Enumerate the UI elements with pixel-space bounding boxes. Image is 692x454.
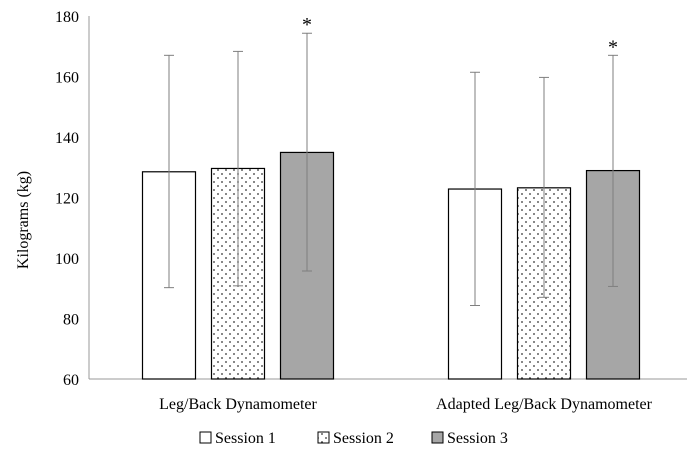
x-category-label: Adapted Leg/Back Dynamometer — [436, 396, 653, 413]
x-category-label: Leg/Back Dynamometer — [159, 396, 317, 413]
legend-item: Session 2 — [317, 430, 394, 447]
legend-label: Session 2 — [333, 430, 394, 447]
legend-label: Session 1 — [215, 430, 276, 447]
error-bar — [470, 71, 480, 306]
y-tick-label: 120 — [55, 191, 79, 208]
error-bar — [302, 32, 312, 272]
error-bars — [164, 32, 618, 306]
legend-swatch — [431, 431, 444, 444]
y-tick-label: 80 — [63, 312, 79, 329]
y-tick-label: 160 — [55, 70, 79, 87]
error-bar — [608, 54, 618, 287]
y-axis-title: Kilograms (kg) — [15, 171, 32, 269]
bar-series — [141, 151, 641, 380]
significance-star: * — [608, 36, 618, 58]
error-bar — [164, 54, 174, 289]
y-tick-label: 180 — [55, 9, 79, 26]
y-tick-label: 60 — [63, 372, 79, 389]
legend-item: Session 1 — [199, 430, 276, 447]
error-bar — [233, 50, 243, 287]
legend-item: Session 3 — [431, 430, 508, 447]
y-tick-label: 140 — [55, 130, 79, 147]
error-bar — [539, 76, 549, 298]
x-axis-categories: Leg/Back Dynamometer Adapted Leg/Back Dyn… — [159, 396, 652, 413]
y-tick-label: 100 — [55, 251, 79, 268]
legend-swatch — [317, 431, 330, 444]
significance-markers: ** — [302, 14, 618, 58]
legend: Session 1 Session 2 Session 3 — [199, 430, 508, 447]
legend-label: Session 3 — [447, 430, 508, 447]
legend-swatch — [199, 431, 212, 444]
y-axis-ticks: 60 80 100 120 140 160 180 — [55, 9, 79, 389]
significance-star: * — [302, 14, 312, 36]
